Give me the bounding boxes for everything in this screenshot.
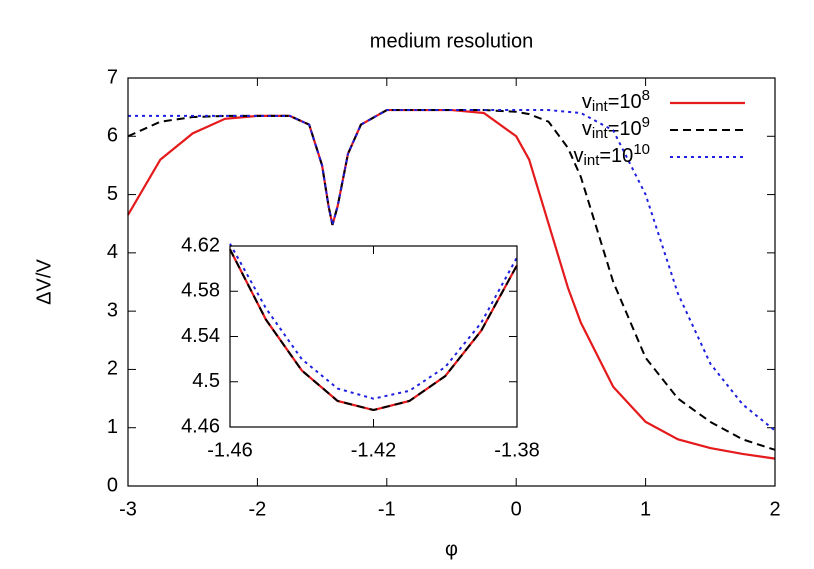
y-tick-label: 6 — [107, 125, 118, 147]
y-tick-label: 2 — [107, 358, 118, 380]
y-tick-label: 0 — [107, 474, 118, 496]
x-tick-label: 0 — [511, 498, 522, 520]
plot-frame — [229, 245, 518, 428]
y-tick-label: 7 — [107, 66, 118, 88]
x-tick-label: -3 — [119, 498, 137, 520]
y-tick-label: 4 — [107, 241, 118, 263]
y-tick-label: 4.54 — [181, 325, 220, 347]
series-line — [229, 243, 518, 400]
x-axis-label: φ — [445, 538, 458, 560]
x-tick-label: -1.38 — [494, 439, 540, 461]
series-line — [229, 248, 518, 412]
y-tick-label: 4.62 — [181, 234, 220, 256]
x-tick-label: -1.42 — [351, 439, 397, 461]
y-tick-label: 5 — [107, 183, 118, 205]
x-tick-label: 1 — [640, 498, 651, 520]
inset-background — [230, 246, 517, 427]
y-axis-label: ΔV/V — [33, 259, 55, 305]
series-line — [128, 109, 776, 432]
y-tick-label: 4.46 — [181, 415, 220, 437]
y-tick-label: 4.58 — [181, 280, 220, 302]
x-tick-label: -2 — [249, 498, 267, 520]
legend-label: vint=1010 — [574, 141, 650, 169]
legend-label: vint=109 — [582, 114, 650, 142]
legend-label: vint=108 — [582, 87, 650, 115]
plot-frame — [127, 77, 776, 487]
y-tick-label: 4.5 — [192, 370, 220, 392]
y-tick-label: 3 — [107, 299, 118, 321]
x-tick-label: -1 — [378, 498, 396, 520]
x-tick-label: 2 — [769, 498, 780, 520]
chart-title: medium resolution — [370, 30, 533, 52]
series-line — [127, 109, 776, 451]
y-tick-label: 1 — [107, 416, 118, 438]
x-tick-label: -1.46 — [207, 439, 253, 461]
